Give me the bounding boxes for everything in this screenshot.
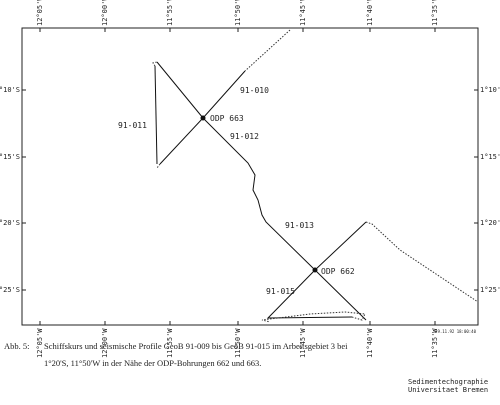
- lat-label: 1°15'S: [480, 153, 500, 161]
- station-marker: [312, 267, 318, 273]
- profile-label: 91-015: [266, 287, 295, 296]
- lon-label: 11°35'W: [431, 0, 439, 26]
- lon-label: 11°55'W: [166, 328, 174, 358]
- timestamp: 29.11.92 18:00:40: [435, 329, 477, 334]
- track-dotted: [156, 163, 161, 169]
- caption-text: 1°20'S, 11°50'W in der Nähe der ODP-Bohr…: [44, 358, 261, 368]
- lon-label: 11°50'W: [234, 0, 242, 26]
- lon-label: 11°40'W: [366, 0, 374, 26]
- track-dotted: [365, 221, 479, 303]
- lon-label: 12°05'W: [36, 0, 44, 26]
- lon-label: 11°55'W: [166, 0, 174, 26]
- lon-label: 11°40'W: [366, 328, 374, 358]
- profile-line: [154, 65, 158, 165]
- lon-label: 11°45'W: [299, 0, 307, 26]
- lat-label: 1°10'S: [0, 86, 20, 94]
- station-marker: [200, 115, 206, 121]
- credit: Sedimentechographie: [408, 378, 488, 386]
- caption-text: Schiffskurs und seismische Profile GeoB …: [44, 341, 348, 351]
- lat-label: 1°20'S: [480, 219, 500, 227]
- station-label: ODP 662: [321, 267, 355, 276]
- lat-label: 1°25'S: [480, 286, 500, 294]
- lat-label: 1°15'S: [0, 153, 20, 161]
- lat-label: 1°25'S: [0, 286, 20, 294]
- credit: Universitaet Bremen: [408, 386, 488, 394]
- caption-label: Abb. 5:: [4, 341, 30, 351]
- lat-label: 1°10'S: [480, 86, 500, 94]
- lon-label: 11°35'W: [431, 328, 439, 358]
- track-dotted: [261, 311, 366, 323]
- profile-label: 91-011: [118, 121, 147, 130]
- profile-label: 91-013: [285, 221, 314, 230]
- profile-line: [156, 61, 367, 321]
- profile-label: 91-012: [230, 132, 259, 141]
- lon-label: 12°05'W: [36, 328, 44, 358]
- map-frame: [21, 27, 479, 326]
- lon-label: 12°00'W: [101, 328, 109, 358]
- station-label: ODP 663: [210, 114, 244, 123]
- lat-label: 1°20'S: [0, 219, 20, 227]
- profile-label: 91-010: [240, 86, 269, 95]
- track-dotted: [152, 61, 158, 67]
- lon-label: 12°00'W: [101, 0, 109, 26]
- lon-label: 11°45'W: [299, 328, 307, 358]
- ship-track: [152, 29, 479, 323]
- profile-line: [266, 221, 367, 319]
- track-dotted: [244, 29, 291, 72]
- lon-label: 11°50'W: [234, 328, 242, 358]
